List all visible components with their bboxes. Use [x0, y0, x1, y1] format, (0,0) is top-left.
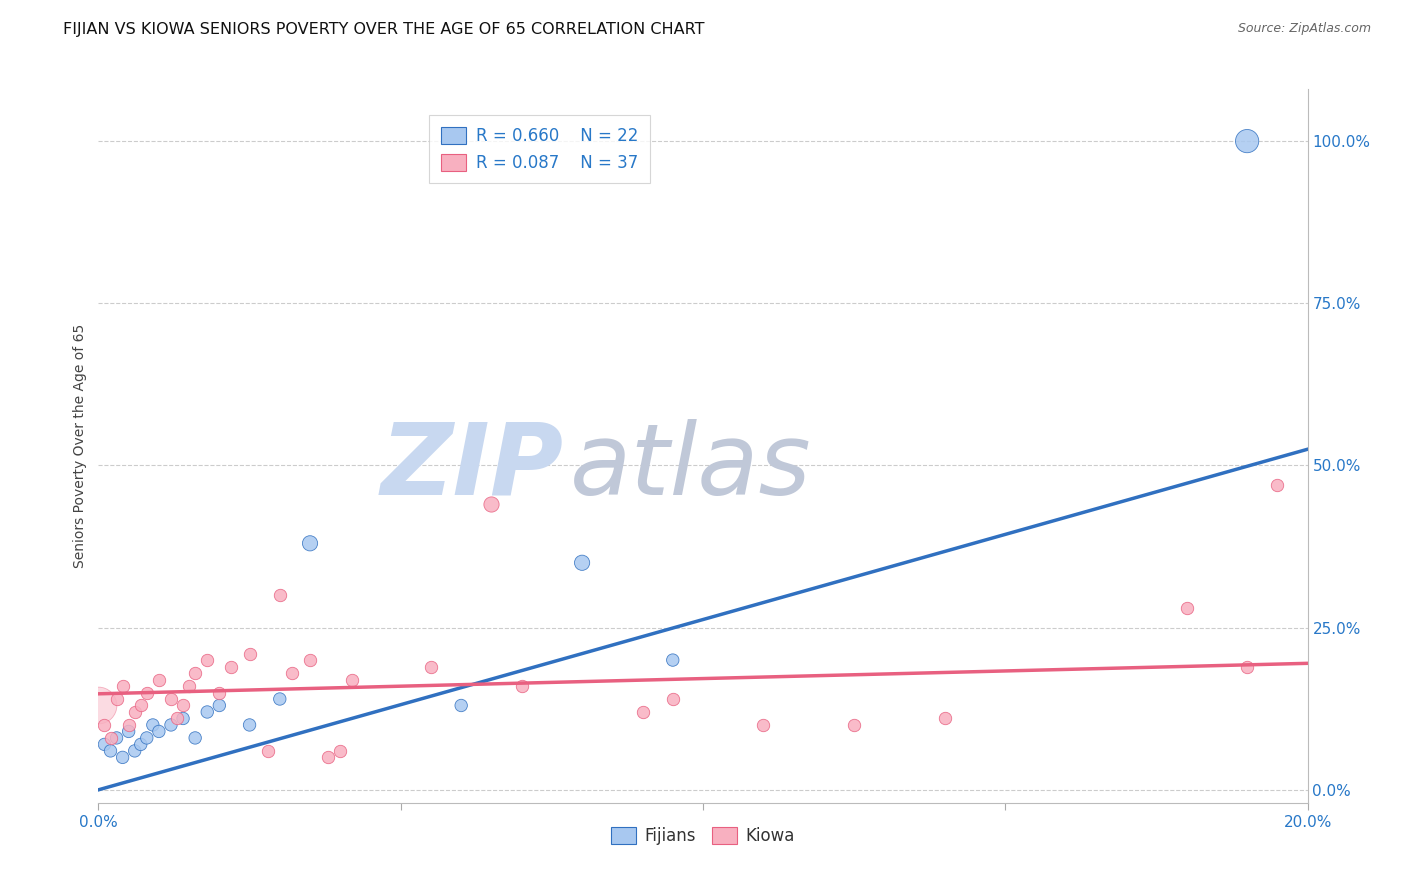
Point: [111, 750, 134, 764]
Point: [135, 731, 157, 745]
Point: [124, 744, 146, 758]
Point: [420, 659, 443, 673]
Point: [179, 679, 201, 693]
Point: [299, 653, 322, 667]
Point: [160, 692, 183, 706]
Point: [105, 731, 128, 745]
Text: ZIP: ZIP: [381, 419, 564, 516]
Point: [316, 750, 339, 764]
Text: Source: ZipAtlas.com: Source: ZipAtlas.com: [1237, 22, 1371, 36]
Point: [118, 718, 141, 732]
Point: [299, 536, 322, 550]
Point: [184, 731, 207, 745]
Point: [160, 718, 183, 732]
Point: [135, 685, 157, 699]
Point: [100, 744, 122, 758]
Point: [148, 724, 170, 739]
Y-axis label: Seniors Poverty Over the Age of 65: Seniors Poverty Over the Age of 65: [73, 324, 87, 568]
Point: [100, 731, 122, 745]
Point: [93, 738, 115, 752]
Point: [129, 698, 152, 713]
Point: [184, 666, 207, 681]
Point: [172, 698, 194, 713]
Point: [481, 497, 503, 511]
Point: [1175, 601, 1198, 615]
Point: [269, 588, 291, 602]
Point: [329, 744, 352, 758]
Point: [342, 673, 364, 687]
Point: [631, 705, 654, 719]
Point: [208, 685, 231, 699]
Text: FIJIAN VS KIOWA SENIORS POVERTY OVER THE AGE OF 65 CORRELATION CHART: FIJIAN VS KIOWA SENIORS POVERTY OVER THE…: [63, 22, 704, 37]
Point: [239, 718, 262, 732]
Point: [208, 698, 231, 713]
Point: [450, 698, 472, 713]
Point: [105, 692, 128, 706]
Point: [844, 718, 866, 732]
Point: [269, 692, 291, 706]
Point: [87, 698, 110, 713]
Point: [752, 718, 775, 732]
Point: [111, 679, 134, 693]
Point: [1236, 659, 1258, 673]
Point: [239, 647, 262, 661]
Point: [934, 711, 956, 725]
Point: [661, 653, 683, 667]
Point: [1236, 134, 1258, 148]
Point: [124, 705, 146, 719]
Point: [571, 556, 593, 570]
Point: [1267, 478, 1289, 492]
Point: [148, 673, 170, 687]
Point: [221, 659, 243, 673]
Point: [118, 724, 141, 739]
Point: [142, 718, 165, 732]
Point: [195, 705, 218, 719]
Point: [195, 653, 218, 667]
Text: atlas: atlas: [569, 419, 811, 516]
Legend: Fijians, Kiowa: Fijians, Kiowa: [605, 820, 801, 852]
Point: [661, 692, 683, 706]
Point: [172, 711, 194, 725]
Point: [166, 711, 188, 725]
Point: [256, 744, 278, 758]
Point: [510, 679, 533, 693]
Point: [93, 718, 115, 732]
Point: [129, 738, 152, 752]
Point: [281, 666, 304, 681]
